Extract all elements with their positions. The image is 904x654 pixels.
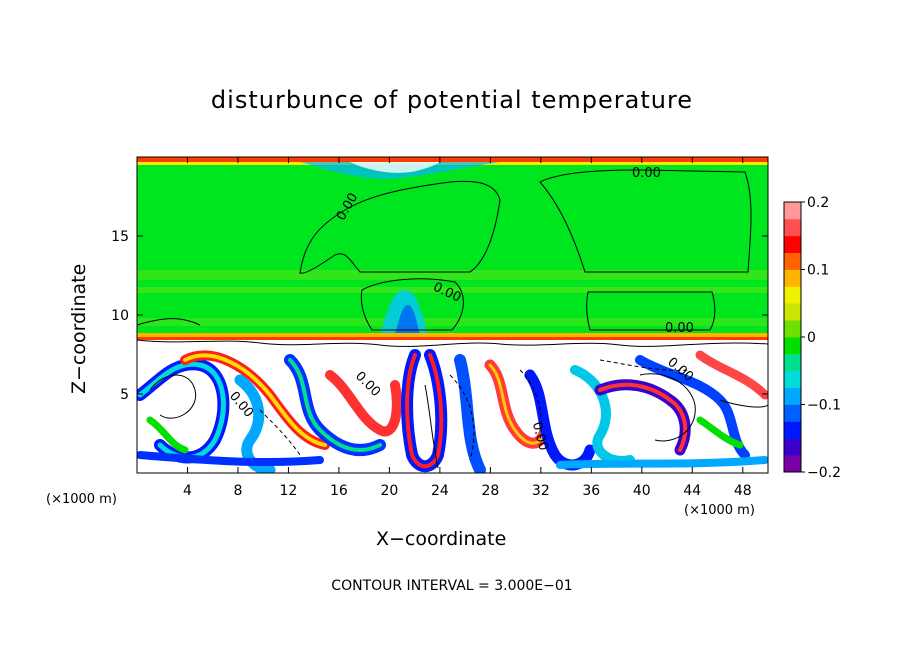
contour-label: 0.00 — [665, 321, 694, 336]
eddy-streak-18 — [635, 355, 750, 460]
dashed-contour-1 — [449, 374, 475, 461]
x-tick-label: 4 — [183, 483, 192, 499]
contour-mid-center — [360, 278, 464, 331]
colorbar-tick-label: 0.2 — [807, 195, 829, 211]
contour-lower-1 — [149, 374, 197, 419]
upper-band-2 — [137, 287, 768, 293]
colorbar-swatch — [784, 337, 801, 355]
eddy-streak-20 — [137, 451, 324, 467]
eddy-streak-21 — [556, 456, 768, 469]
contour-lines — [137, 169, 768, 469]
colorbar-swatch — [784, 387, 801, 405]
eddy-streak-8 — [325, 370, 402, 437]
x-tick-label: 40 — [633, 483, 651, 499]
x-tick-label: 44 — [683, 483, 701, 499]
eddy-streak-7 — [288, 358, 382, 452]
contour-lower-2 — [424, 384, 439, 469]
x-tick-label: 16 — [330, 483, 348, 499]
colorbar-swatch — [784, 455, 801, 473]
dashed-contour-4 — [599, 359, 691, 371]
eddy-streak-22 — [146, 416, 189, 454]
interface-line-1 — [137, 333, 768, 337]
upper-field — [137, 157, 768, 337]
colorbar-tick-label: 0.1 — [807, 263, 829, 279]
contour-lower-3 — [639, 373, 696, 442]
eddy-streak-15 — [570, 365, 635, 466]
x-axis-label: X−coordinate — [376, 528, 507, 550]
x-tick-label: 36 — [582, 483, 600, 499]
contour-mid-right — [586, 291, 716, 331]
eddy-streak-23 — [696, 416, 744, 449]
top-perturbation-core — [350, 162, 440, 173]
colorbar-swatch — [784, 404, 801, 422]
eddy-streak-17 — [598, 382, 688, 452]
colorbar-swatch — [784, 269, 801, 287]
chart-title: disturbunce of potential temperature — [210, 86, 694, 114]
colorbar-tick-label: 0 — [807, 330, 816, 346]
colorbar: 0.2 0.1 0 −0.1 −0.2 — [783, 195, 841, 481]
eddy-streak-11 — [454, 354, 486, 473]
colorbar-swatch — [784, 438, 801, 456]
contour-label: 0.00 — [632, 166, 661, 181]
contour-interval-note: CONTOUR INTERVAL = 3.000E−01 — [331, 578, 573, 594]
interface-line-2 — [137, 337, 768, 340]
negative-contours — [259, 359, 691, 461]
x-tick-label: 32 — [532, 483, 550, 499]
upper-band-1 — [137, 270, 768, 280]
x-unit-label-right: (×1000 m) — [684, 503, 755, 518]
y-tick-label: 10 — [111, 308, 129, 324]
colorbar-swatch — [784, 252, 801, 270]
central-plume-core — [395, 305, 420, 335]
x-axis: 4 8 12 16 20 24 28 32 36 40 44 48 — [183, 157, 752, 499]
colorbar-swatch — [784, 370, 801, 389]
upper-band-3 — [137, 318, 768, 326]
eddy-streaks — [137, 349, 768, 473]
eddy-streak-4 — [183, 353, 327, 447]
dashed-contour-3 — [259, 409, 301, 456]
contour-mid-left — [137, 318, 201, 326]
colorbar-tick-label: −0.2 — [807, 465, 841, 481]
x-tick-label: 8 — [233, 483, 242, 499]
colorbar-swatch — [784, 320, 801, 338]
colorbar-swatch — [784, 202, 801, 220]
top-boundary-strip — [137, 157, 768, 162]
colorbar-tick-label: −0.1 — [807, 398, 841, 414]
x-unit-label-left: (×1000 m) — [46, 492, 117, 507]
y-axis-label: Z−coordinate — [68, 263, 90, 394]
colorbar-swatch — [784, 218, 801, 237]
x-tick-label: 20 — [380, 483, 398, 499]
x-tick-label: 12 — [280, 483, 298, 499]
colorbar-swatch — [784, 235, 801, 254]
y-tick-label: 15 — [111, 229, 129, 245]
contour-interface — [137, 339, 768, 347]
eddy-streak-19 — [695, 350, 768, 400]
contour-upper-right — [539, 169, 752, 273]
plot-area: 0.00 0.00 0.00 0.00 0.00 0.00 0.00 0.00 — [137, 157, 768, 473]
colorbar-swatch — [784, 353, 801, 372]
contour-lower-4 — [719, 399, 768, 408]
contour-label: 0.00 — [529, 420, 551, 452]
contour-upper-left — [299, 180, 501, 274]
eddy-streak-13 — [488, 363, 547, 445]
eddy-streak-10 — [405, 353, 444, 469]
colorbar-swatch — [784, 421, 801, 439]
y-tick-label: 5 — [120, 387, 129, 403]
x-tick-label: 24 — [431, 483, 449, 499]
x-tick-label: 28 — [481, 483, 499, 499]
colorbar-swatch — [784, 286, 801, 304]
y-axis: 5 10 15 — [111, 229, 768, 403]
colorbar-swatch — [784, 303, 801, 321]
x-tick-label: 48 — [734, 483, 752, 499]
